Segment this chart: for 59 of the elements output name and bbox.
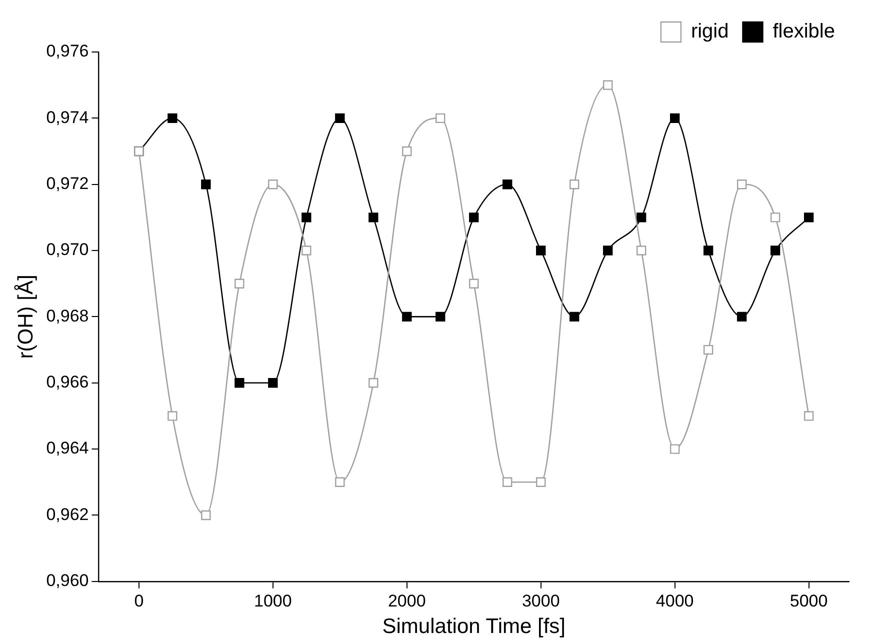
point [570,312,580,322]
point [168,411,178,421]
y-tick-label: 0,972 [46,174,89,194]
point [436,113,446,124]
point [670,444,680,454]
y-tick-label: 0,966 [46,372,89,392]
point [670,113,680,124]
point [335,113,345,124]
y-tick-label: 0,976 [46,42,89,61]
point [201,510,211,520]
point [502,180,512,190]
point [736,180,747,190]
legend-label: rigid [690,20,729,43]
point [636,212,646,222]
point [168,113,178,124]
point [436,312,446,322]
x-tick-label: 4000 [656,591,694,610]
y-tick-label: 0,962 [46,504,89,524]
point [402,312,412,322]
x-tick-label: 5000 [790,591,828,610]
point [770,212,780,222]
point [368,378,378,388]
point [804,411,814,421]
x-tick-label: 2000 [388,591,426,610]
y-tick-label: 0,968 [46,306,89,326]
legend-label: flexible [772,20,836,43]
y-axis-title: r(OH) [Å] [13,274,38,359]
point [234,378,244,388]
point [268,378,278,388]
point [302,246,312,256]
point [603,246,613,256]
point [636,246,646,256]
point [502,477,512,487]
y-tick-label: 0,970 [46,240,89,260]
point [302,212,312,222]
point [603,80,613,90]
point [335,477,345,487]
x-tick-label: 0 [134,591,144,610]
point [570,180,580,190]
point [804,212,814,222]
point [736,312,747,322]
point [268,180,278,190]
y-tick-label: 0,960 [46,571,89,590]
point [703,246,714,256]
point [368,212,378,222]
x-tick-label: 1000 [254,591,292,610]
point [469,278,479,288]
y-tick-label: 0,974 [46,108,89,127]
x-axis-title: Simulation Time [fs] [382,615,566,638]
point [703,344,714,355]
point [536,246,546,256]
point [201,180,211,190]
point [234,278,244,288]
point [536,477,546,487]
point [402,146,412,156]
x-tick-label: 3000 [522,591,560,610]
point [770,246,780,256]
y-tick-label: 0,964 [46,438,89,458]
point [469,212,479,222]
